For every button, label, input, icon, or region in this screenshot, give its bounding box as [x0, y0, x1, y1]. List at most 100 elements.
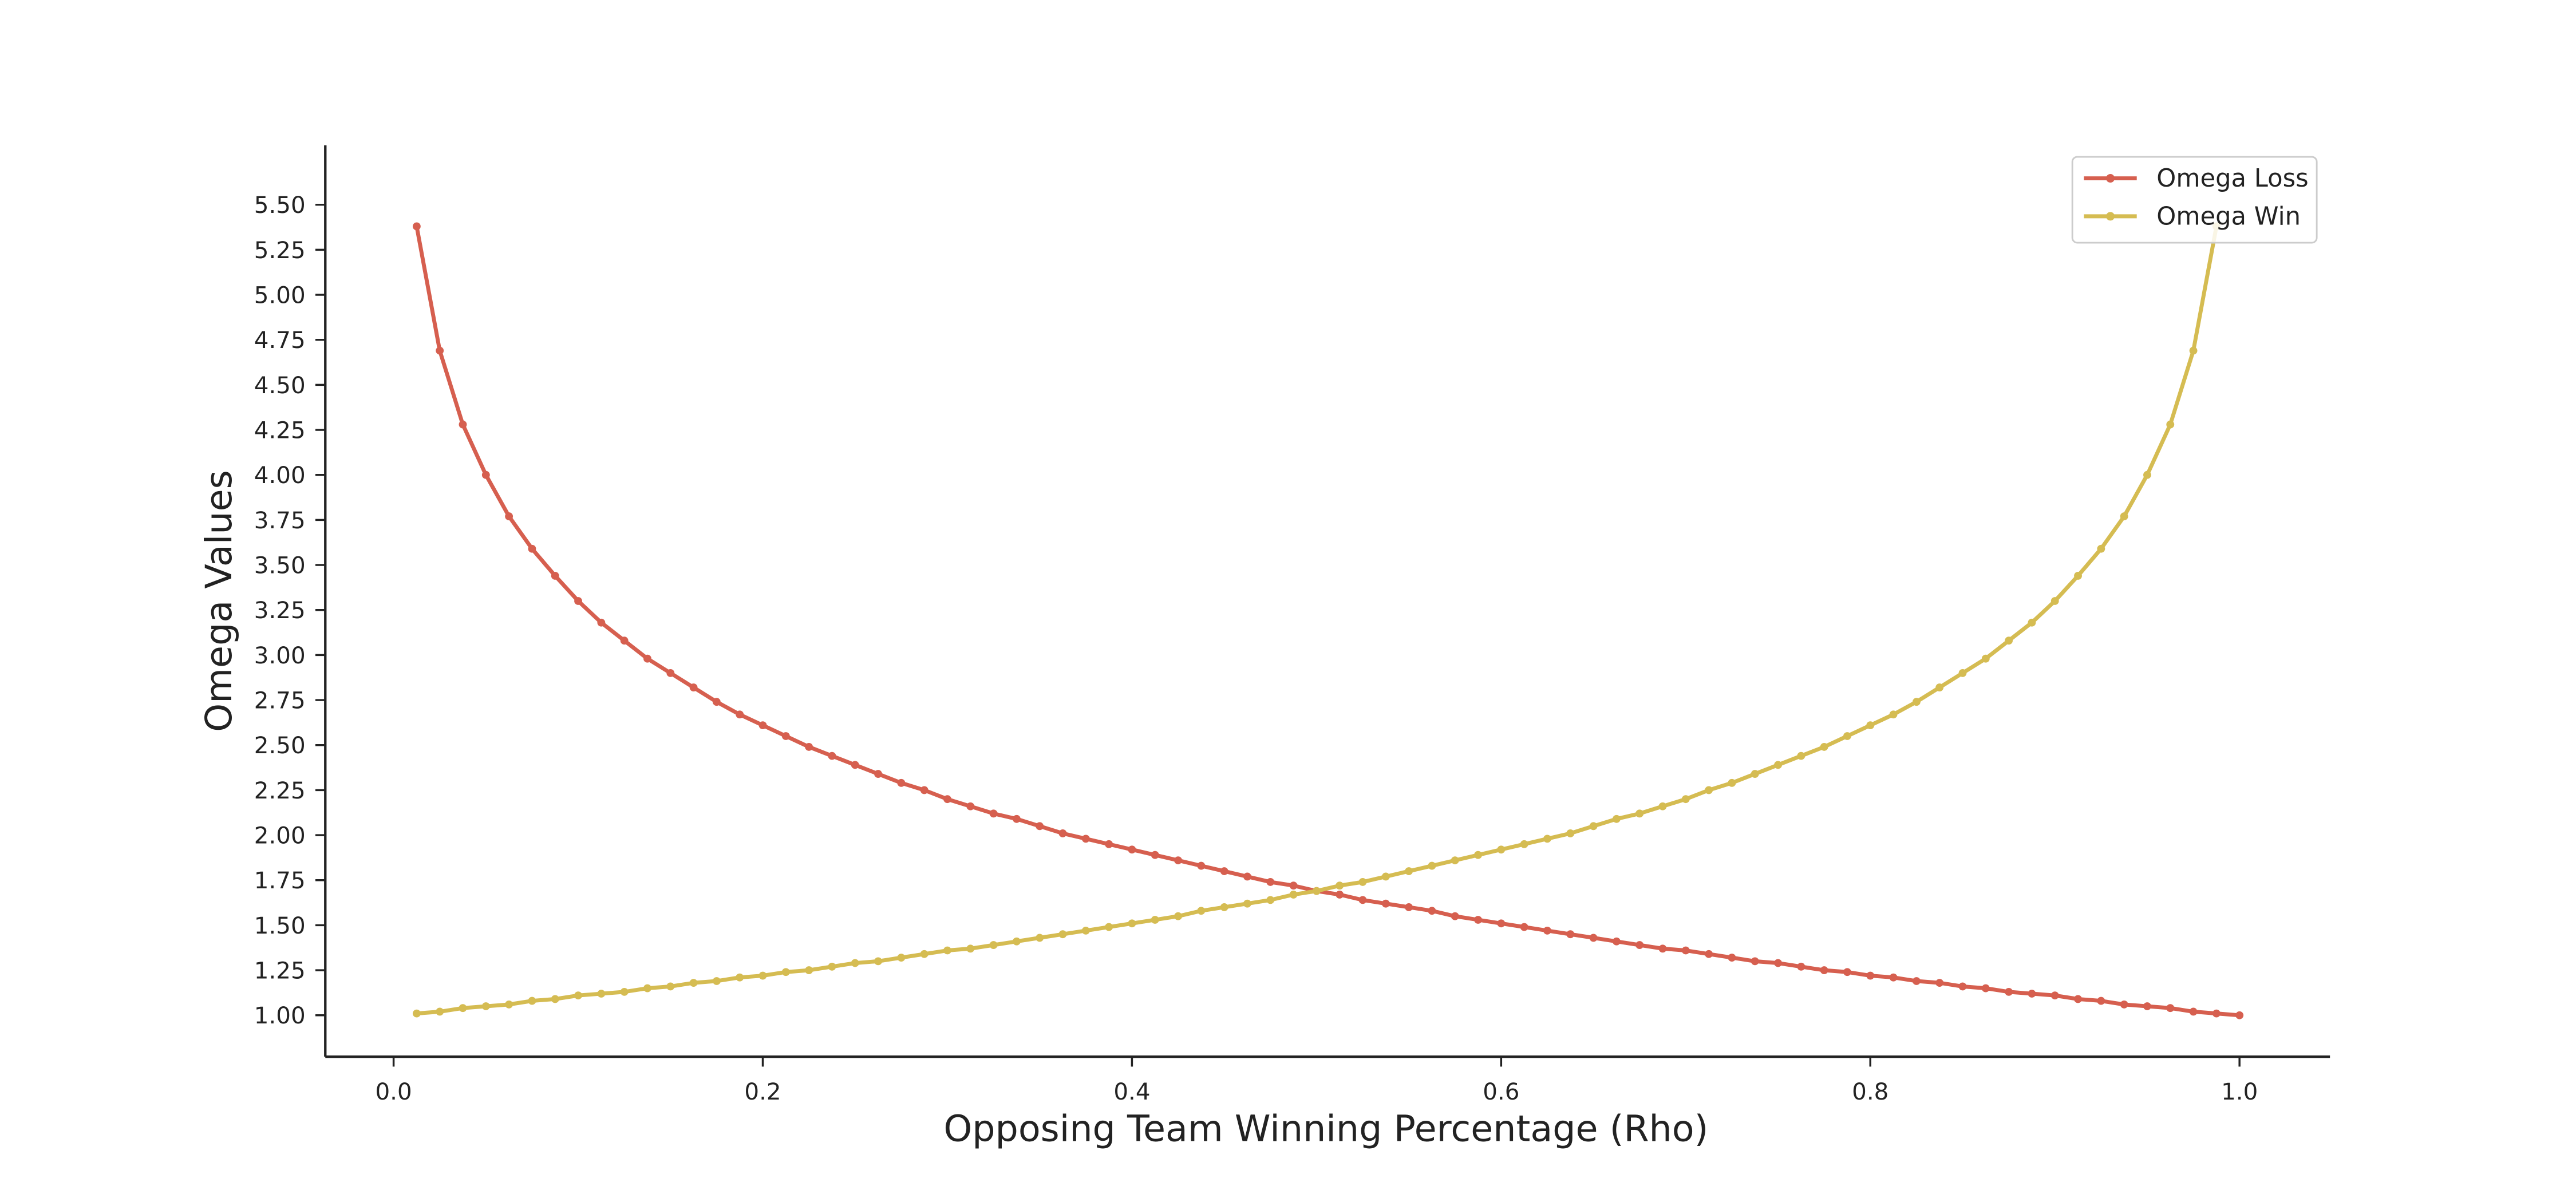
data-point [643, 984, 651, 993]
data-point [828, 752, 836, 760]
y-tick-label: 3.75 [254, 507, 306, 534]
data-point [620, 987, 629, 996]
data-point [1889, 973, 1898, 982]
data-point [436, 1007, 444, 1016]
y-tick-label: 3.00 [254, 642, 306, 669]
data-point [1589, 934, 1598, 942]
y-tick-label: 1.75 [254, 867, 306, 894]
data-point [2189, 346, 2198, 355]
data-point [1428, 907, 1436, 915]
data-point [1312, 887, 1321, 895]
data-point [1451, 912, 1459, 920]
data-point [2212, 1009, 2221, 1018]
data-point [1681, 946, 1690, 955]
data-point [1981, 984, 1990, 993]
data-point [1843, 968, 1851, 976]
data-point [528, 997, 536, 1005]
data-point [551, 995, 559, 1003]
data-point [1012, 814, 1021, 823]
legend-label: Omega Win [2156, 202, 2301, 231]
data-point [805, 966, 813, 975]
data-point [2143, 1002, 2151, 1010]
data-point [736, 710, 744, 719]
data-point [736, 973, 744, 982]
data-point [874, 957, 882, 966]
y-tick-label: 3.50 [254, 552, 306, 579]
data-point [1266, 877, 1275, 886]
y-tick-label: 4.00 [254, 462, 306, 489]
data-point [481, 1002, 490, 1010]
y-tick-label: 1.50 [254, 912, 306, 939]
data-point [666, 669, 675, 677]
data-point [1681, 795, 1690, 804]
data-point [758, 721, 767, 730]
data-point [2074, 995, 2082, 1003]
data-point [2050, 597, 2059, 605]
data-point [459, 1004, 467, 1013]
data-point [1474, 916, 1482, 924]
data-point [1520, 923, 1528, 931]
data-point [689, 979, 698, 987]
data-point [989, 809, 998, 818]
data-point [1958, 669, 1967, 677]
x-tick-label: 0.0 [375, 1078, 412, 1105]
data-point [1612, 814, 1621, 823]
y-tick-label: 4.75 [254, 327, 306, 354]
x-tick-label: 0.2 [744, 1078, 781, 1105]
data-point [966, 944, 975, 953]
data-point [2120, 1000, 2128, 1009]
y-tick-label: 1.00 [254, 1002, 306, 1029]
data-point [1497, 845, 1506, 854]
data-point [689, 683, 698, 691]
data-point [1012, 937, 1021, 946]
data-point [412, 222, 421, 231]
y-tick-label: 2.50 [254, 732, 306, 759]
y-tick-label: 5.50 [254, 192, 306, 219]
data-point [1081, 835, 1090, 843]
data-point [920, 786, 929, 794]
data-point [1497, 919, 1506, 928]
data-point [851, 959, 859, 967]
data-point [1428, 861, 1436, 870]
data-point [805, 742, 813, 751]
data-point [1843, 732, 1851, 740]
data-point [1036, 822, 1044, 831]
legend-label: Omega Loss [2156, 164, 2308, 193]
data-point [574, 991, 582, 1000]
data-point [2189, 1007, 2198, 1016]
y-axis-label: Omega Values [197, 470, 240, 732]
data-point [597, 990, 606, 998]
data-point [897, 954, 906, 962]
legend-marker [2106, 174, 2115, 183]
data-point [2166, 420, 2175, 429]
data-point [1705, 786, 1713, 794]
data-point [1635, 809, 1644, 818]
data-point [1105, 840, 1113, 848]
data-point [1705, 950, 1713, 958]
data-point [874, 770, 882, 778]
data-point [1981, 654, 1990, 663]
data-point [1543, 926, 1551, 935]
data-point [1220, 867, 1228, 875]
data-point [1543, 835, 1551, 843]
data-point [1243, 872, 1251, 881]
data-point [1866, 971, 1875, 980]
data-point [1612, 937, 1621, 946]
data-point [1058, 930, 1067, 939]
y-tick-label: 4.50 [254, 372, 306, 399]
data-point [1174, 856, 1182, 865]
data-point [828, 962, 836, 971]
data-point [505, 1000, 513, 1009]
x-axis-label: Opposing Team Winning Percentage (Rho) [943, 1107, 1708, 1149]
data-point [1197, 861, 1206, 870]
data-point [2235, 1011, 2244, 1019]
data-point [758, 971, 767, 980]
y-tick-label: 2.00 [254, 823, 306, 849]
data-point [1474, 851, 1482, 859]
data-point [2143, 470, 2151, 479]
data-point [2028, 990, 2036, 998]
data-point [1451, 856, 1459, 865]
data-point [412, 1009, 421, 1018]
data-point [1589, 822, 1598, 831]
